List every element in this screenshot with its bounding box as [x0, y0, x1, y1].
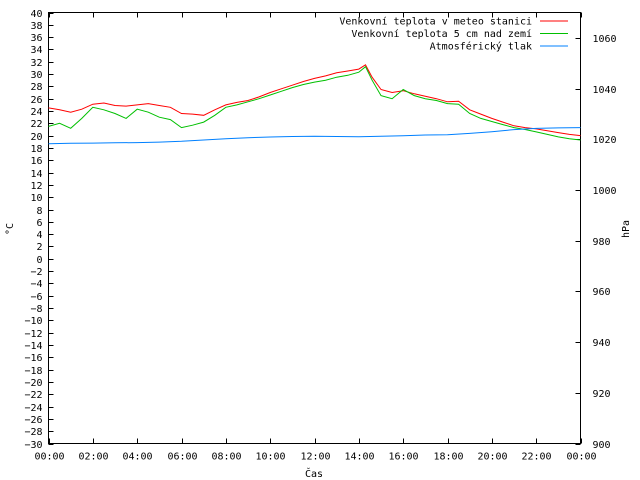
- series-line-3: [48, 127, 581, 145]
- y2-tick-label: 1000: [593, 186, 617, 197]
- y-tick-label: 10: [30, 193, 42, 204]
- y-tick-label: 22: [30, 119, 42, 130]
- y2-tick-label: 1040: [593, 85, 617, 96]
- y-tick-label: −20: [24, 378, 42, 389]
- y-tick-label: 4: [36, 230, 42, 241]
- y2-tick-label: 980: [593, 237, 611, 248]
- x-tick-label: 12:00: [300, 452, 330, 463]
- y-tick-label: 30: [30, 70, 42, 81]
- x-tick-label: 20:00: [477, 452, 507, 463]
- x-tick-label: 02:00: [78, 452, 108, 463]
- y2-tick-label: 1060: [593, 34, 617, 45]
- y-tick-label: 26: [30, 95, 42, 106]
- y2-tick-label: 960: [593, 287, 611, 298]
- y-tick-label: −26: [24, 415, 42, 426]
- y-tick-label: −28: [24, 427, 42, 438]
- y2-tick-label: 920: [593, 389, 611, 400]
- y2-axis-label: hPa: [621, 220, 632, 238]
- y-tick-label: 38: [30, 21, 42, 32]
- y-tick-label: −8: [30, 304, 42, 315]
- y-tick-label: 20: [30, 132, 42, 143]
- x-tick-label: 22:00: [521, 452, 551, 463]
- y-axis-label: °C: [5, 223, 16, 235]
- y-tick-label: 28: [30, 82, 42, 93]
- x-tick-label: 14:00: [344, 452, 374, 463]
- legend: Venkovní teplota v meteo staniciVenkovní…: [339, 16, 568, 53]
- x-tick-label: 00:00: [566, 452, 596, 463]
- y-tick-label: −6: [30, 292, 42, 303]
- x-tick-label: 18:00: [433, 452, 463, 463]
- y-tick-label: 24: [30, 107, 42, 118]
- legend-label: Atmosférický tlak: [430, 41, 532, 53]
- y2-tick-label: 900: [593, 440, 611, 451]
- x-axis-label: Čas: [305, 467, 323, 480]
- y-tick-label: 0: [36, 255, 42, 266]
- series-lines: [48, 64, 581, 145]
- y-tick-label: −18: [24, 366, 42, 377]
- x-tick-label: 16:00: [388, 452, 418, 463]
- y-tick-label: −24: [24, 403, 42, 414]
- y-tick-label: −2: [30, 267, 42, 278]
- y-tick-label: 12: [30, 181, 42, 192]
- y2-tick-label: 1020: [593, 135, 617, 146]
- legend-label: Venkovní teplota 5 cm nad zemí: [351, 28, 532, 40]
- x-tick-label: 08:00: [211, 452, 241, 463]
- y-tick-label: −30: [24, 440, 42, 451]
- y-tick-label: 16: [30, 156, 42, 167]
- y-tick-label: −22: [24, 390, 42, 401]
- x-tick-label: 00:00: [34, 452, 64, 463]
- y-tick-label: −14: [24, 341, 42, 352]
- y-tick-label: 32: [30, 58, 42, 69]
- y-tick-label: −12: [24, 329, 42, 340]
- y-tick-label: 8: [36, 206, 42, 217]
- y-tick-label: 40: [30, 9, 42, 20]
- y-tick-label: 34: [30, 45, 42, 56]
- y-tick-label: −10: [24, 316, 42, 327]
- legend-label: Venkovní teplota v meteo stanici: [339, 16, 532, 28]
- y-tick-label: 14: [30, 169, 42, 180]
- y-axis-left: 4038363432302826242220181614121086420−2−…: [24, 9, 54, 451]
- x-axis: 00:00 02:00 04:00 06:00 08:00 10:00 12:00 14:00…: [34, 12, 597, 463]
- y-tick-label: 18: [30, 144, 42, 155]
- series-line-1: [48, 64, 581, 137]
- x-tick-label: 10:00: [255, 452, 285, 463]
- y-tick-label: −16: [24, 353, 42, 364]
- y-axis-right: 1060 1040 1020 1000 980 960 940 920 900: [575, 34, 617, 451]
- x-tick-label: 04:00: [122, 452, 152, 463]
- y-tick-label: −4: [30, 279, 42, 290]
- y-tick-label: 6: [36, 218, 42, 229]
- y-tick-label: 36: [30, 33, 42, 44]
- plot-frame: [48, 12, 581, 444]
- y2-tick-label: 940: [593, 338, 611, 349]
- y-tick-label: 2: [36, 242, 42, 253]
- series-line-2: [48, 65, 581, 141]
- x-tick-label: 06:00: [167, 452, 197, 463]
